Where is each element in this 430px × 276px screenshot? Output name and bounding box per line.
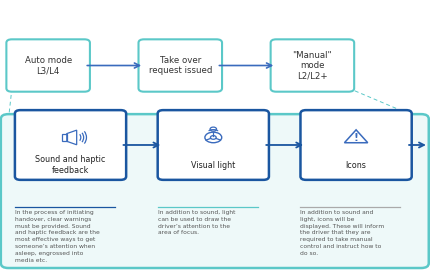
FancyBboxPatch shape (300, 110, 411, 180)
Text: In addition to sound, light
can be used to draw the
driver’s attention to the
ar: In addition to sound, light can be used … (157, 210, 235, 235)
FancyBboxPatch shape (1, 114, 428, 268)
FancyBboxPatch shape (15, 110, 126, 180)
Text: In the process of initiating
handover, clear warnings
must be provided. Sound
an: In the process of initiating handover, c… (15, 210, 100, 263)
Text: Sound and haptic
feedback: Sound and haptic feedback (35, 155, 105, 175)
Text: Take over
request issued: Take over request issued (148, 56, 212, 75)
Text: Auto mode
L3/L4: Auto mode L3/L4 (25, 56, 72, 75)
Text: In addition to sound and
light, icons will be
displayed. These will inform
the d: In addition to sound and light, icons wi… (299, 210, 384, 256)
Text: Visual light: Visual light (191, 161, 235, 169)
Text: Icons: Icons (345, 161, 366, 169)
FancyBboxPatch shape (6, 39, 90, 92)
FancyBboxPatch shape (270, 39, 353, 92)
Text: !: ! (353, 133, 358, 143)
FancyBboxPatch shape (138, 39, 221, 92)
Text: "Manual"
mode
L2/L2+: "Manual" mode L2/L2+ (292, 51, 332, 80)
Bar (61, 134, 67, 141)
FancyBboxPatch shape (157, 110, 268, 180)
